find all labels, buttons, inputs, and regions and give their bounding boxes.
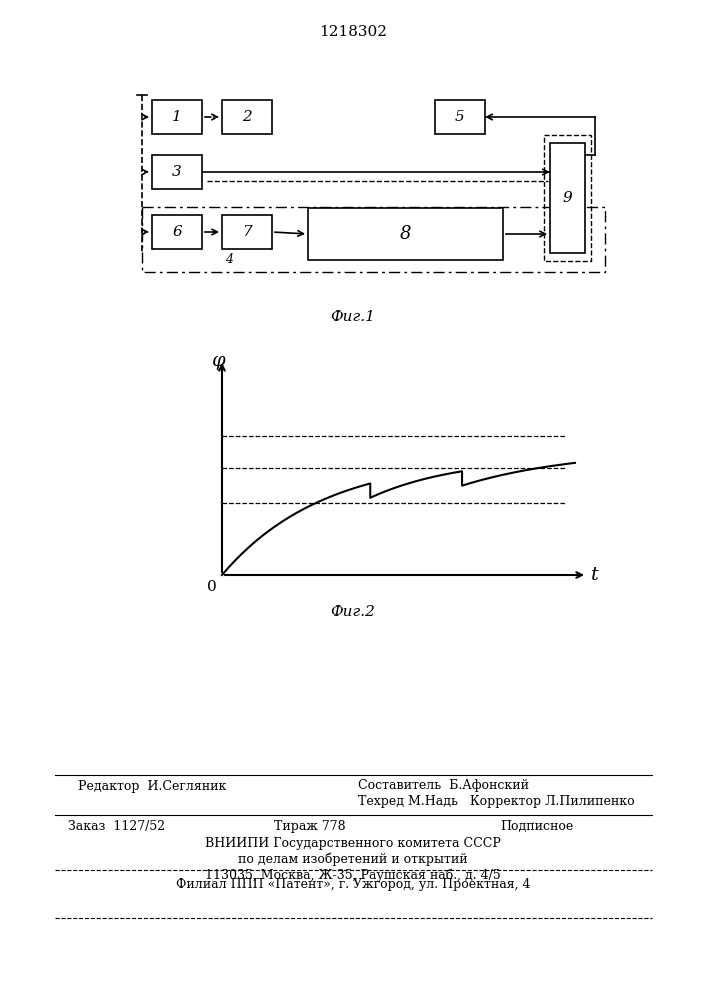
Text: 4: 4 [225,253,233,266]
Text: 7: 7 [242,225,252,239]
Bar [550,143,585,253]
Text: 0: 0 [207,580,217,594]
Bar [142,207,605,272]
Text: 8: 8 [399,225,411,243]
Text: φ: φ [211,352,225,370]
Text: Филиал ППП «Патент», г. Ужгород, ул. Проектная, 4: Филиал ППП «Патент», г. Ужгород, ул. Про… [176,878,530,891]
Text: 2: 2 [242,110,252,124]
Text: Заказ  1127/52: Заказ 1127/52 [68,820,165,833]
Text: 5: 5 [455,110,465,124]
Bar [222,100,272,134]
Text: ВНИИПИ Государственного комитета СССР: ВНИИПИ Государственного комитета СССР [205,837,501,850]
Text: Подписное: Подписное [500,820,573,833]
Text: Фиг.1: Фиг.1 [331,310,375,324]
Text: 113035, Москва, Ж-35, Раушская наб., д. 4/5: 113035, Москва, Ж-35, Раушская наб., д. … [205,869,501,882]
Text: по делам изобретений и открытий: по делам изобретений и открытий [238,853,468,866]
Text: 1218302: 1218302 [319,25,387,39]
Bar [152,155,202,189]
Text: Техред М.Надь   Корректор Л.Пилипенко: Техред М.Надь Корректор Л.Пилипенко [358,795,635,808]
Text: 3: 3 [172,165,182,179]
Text: t: t [591,566,599,584]
Bar [152,215,202,249]
Bar [435,100,485,134]
Text: 9: 9 [563,191,573,205]
Text: Составитель  Б.Афонский: Составитель Б.Афонский [358,779,529,792]
Bar [152,100,202,134]
Text: 6: 6 [172,225,182,239]
Bar [308,208,503,260]
Bar [222,215,272,249]
Text: 1: 1 [172,110,182,124]
Text: Фиг.2: Фиг.2 [331,605,375,619]
Text: Тираж 778: Тираж 778 [274,820,346,833]
Bar [544,135,591,261]
Text: Редактор  И.Сегляник: Редактор И.Сегляник [78,780,226,793]
